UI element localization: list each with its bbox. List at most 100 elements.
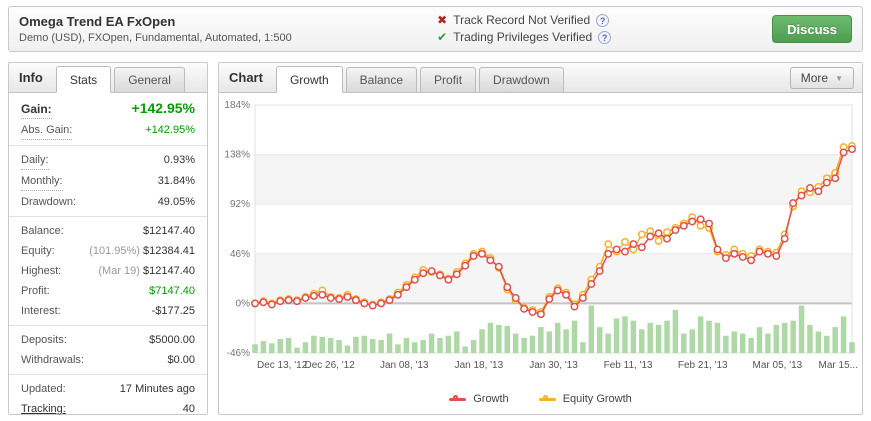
data-point [637, 243, 646, 252]
data-point [318, 290, 327, 299]
data-point [780, 234, 789, 243]
info-panel: Info Stats General Gain: +142.95% Abs. Gai… [8, 62, 208, 415]
activity-bar [639, 329, 645, 353]
data-point [385, 296, 394, 305]
discuss-button[interactable]: Discuss [772, 15, 852, 43]
tab-profit[interactable]: Profit [420, 67, 477, 92]
activity-bar [378, 340, 384, 353]
chart-legend: Growth Equity Growth [219, 393, 862, 405]
y-axis-label: -46% [227, 348, 250, 359]
legend-item-equity-growth[interactable]: Equity Growth [538, 393, 632, 405]
tab-stats[interactable]: Stats [55, 66, 112, 93]
stat-label: Monthly: [21, 172, 63, 191]
stat-label: Updated: [21, 383, 66, 395]
chevron-down-icon: ▼ [835, 73, 843, 83]
activity-bar [554, 322, 561, 353]
stat-label: Highest: [21, 265, 62, 277]
data-point [267, 300, 276, 309]
data-point [553, 286, 562, 295]
data-point [545, 295, 554, 304]
account-subtitle: Demo (USD), FXOpen, Fundamental, Automat… [19, 32, 292, 44]
activity-bar [672, 309, 679, 353]
activity-bar [605, 333, 611, 353]
data-point [251, 299, 259, 308]
data-point [671, 226, 680, 235]
tab-balance[interactable]: Balance [345, 67, 418, 92]
activity-bar [756, 327, 763, 353]
data-point [503, 283, 512, 292]
activity-bar [832, 327, 838, 353]
x-axis-label: Jan 18, '13 [455, 360, 504, 371]
trading-privileges-row: ✔ Trading Privileges Verified ? [437, 29, 772, 46]
y-axis-label: 92% [230, 199, 250, 210]
info-panel-title: Info [19, 70, 43, 85]
stat-label[interactable]: Tracking: [21, 403, 66, 415]
activity-bar [269, 343, 275, 353]
data-point [461, 261, 470, 270]
tab-general[interactable]: General [114, 67, 185, 92]
activity-bar [336, 340, 342, 353]
y-axis-label: 0% [236, 298, 251, 309]
stat-value: 40 [182, 403, 195, 415]
tab-growth[interactable]: Growth [275, 66, 343, 93]
stat-row: Highest: (Mar 19) $12147.40 [9, 261, 207, 281]
y-axis-label: 46% [230, 249, 250, 260]
data-point [831, 174, 840, 183]
data-point [696, 221, 705, 230]
data-point [494, 262, 503, 271]
activity-bar [824, 335, 830, 353]
grid-band [255, 154, 852, 205]
more-button[interactable]: More ▼ [789, 67, 854, 89]
data-point [747, 256, 756, 265]
activity-bar [327, 337, 334, 353]
divider [9, 374, 207, 375]
data-point [343, 292, 352, 301]
stat-row: Deposits: $5000.00 [9, 330, 207, 350]
activity-bar [395, 344, 401, 353]
data-point [351, 296, 360, 305]
x-axis-label: Feb 21, '13 [678, 360, 728, 371]
activity-bar [622, 316, 628, 353]
help-icon[interactable]: ? [598, 31, 612, 44]
data-point [419, 269, 428, 278]
legend-marker-icon [538, 394, 556, 401]
activity-bar [521, 337, 527, 353]
stat-row: Withdrawals: $0.00 [9, 350, 207, 370]
data-point [326, 294, 335, 302]
data-point [360, 299, 369, 308]
data-point [621, 237, 629, 246]
data-point [654, 236, 663, 245]
check-icon: ✔ [437, 30, 448, 44]
data-point [301, 294, 310, 302]
stat-label: Equity: [21, 245, 55, 257]
data-point [612, 245, 621, 254]
stat-value: -$177.25 [151, 305, 195, 317]
data-point [814, 187, 823, 196]
stat-label: Daily: [21, 151, 49, 170]
activity-bar [504, 326, 511, 353]
divider [9, 145, 207, 146]
stat-row: Equity: (101.95%) $12384.41 [9, 241, 207, 261]
legend-ring-icon [542, 394, 548, 400]
activity-bar [403, 337, 410, 353]
x-axis-label: Dec 26, '12 [304, 360, 355, 371]
activity-bar [546, 331, 553, 353]
account-identity: Omega Trend EA FxOpen Demo (USD), FXOpen… [19, 14, 437, 44]
data-point [839, 148, 848, 157]
data-point [570, 302, 579, 311]
activity-bar [487, 322, 494, 353]
activity-bar [798, 305, 805, 353]
legend-item-growth[interactable]: Growth [449, 393, 509, 405]
activity-bar [571, 320, 578, 353]
stat-row: Interest: -$177.25 [9, 301, 207, 321]
help-icon[interactable]: ? [596, 14, 610, 27]
data-point [452, 270, 461, 279]
tab-drawdown[interactable]: Drawdown [479, 67, 564, 92]
x-axis-label: Dec 13, '12 [257, 360, 308, 371]
more-button-label: More [800, 71, 829, 85]
activity-bar [538, 327, 544, 353]
activity-bar [748, 337, 754, 353]
verification-block: ✖ Track Record Not Verified ? ✔ Trading … [437, 12, 772, 46]
track-record-text: Track Record Not Verified [453, 13, 591, 27]
data-point [688, 217, 697, 226]
